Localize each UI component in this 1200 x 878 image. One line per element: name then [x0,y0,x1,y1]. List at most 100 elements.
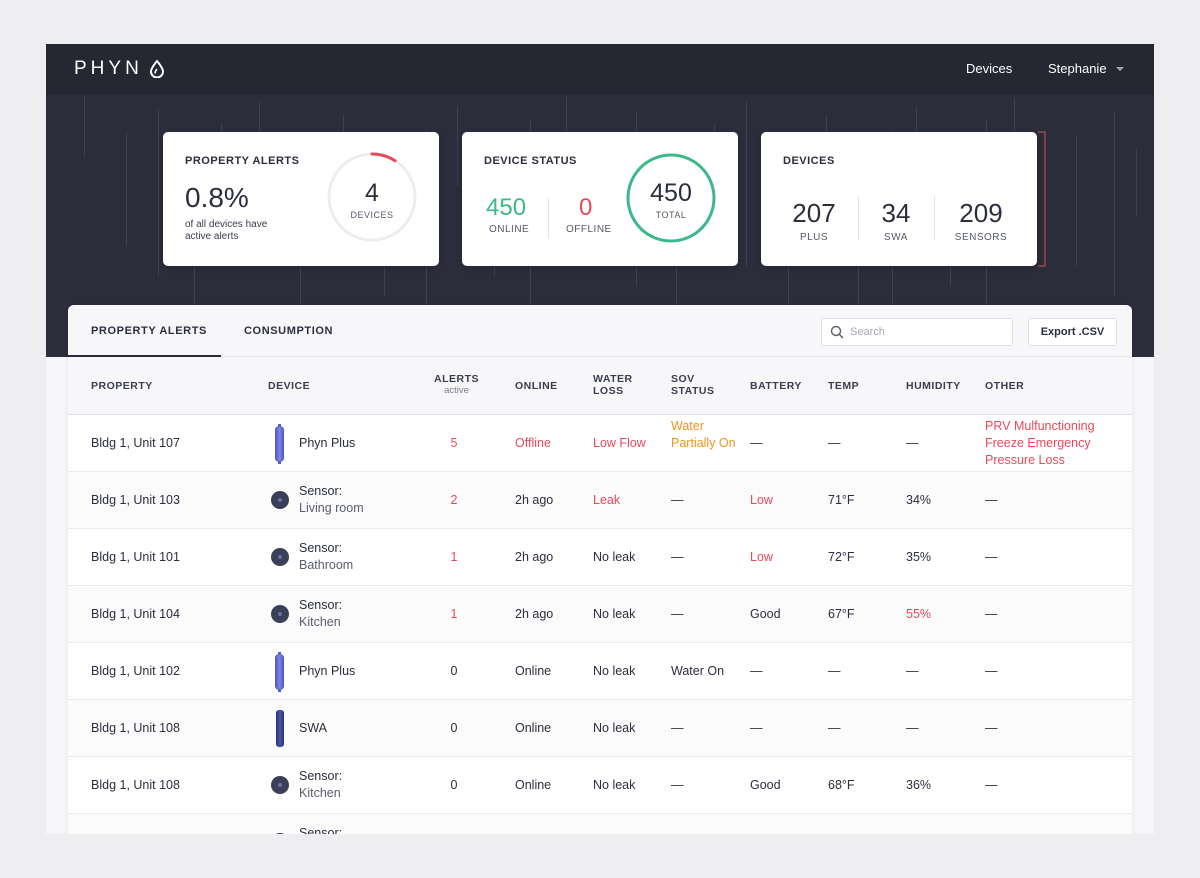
cell-alerts: 5 [450,436,458,450]
cell-alerts: 0 [450,664,458,678]
devices-card[interactable]: DEVICES 207 PLUS 34 SWA 209 SENSORS [761,132,1037,266]
table-row[interactable]: Sensor: [68,814,1132,834]
col-water-loss[interactable]: WATER LOSS [593,373,633,397]
table-row[interactable]: Bldg 1, Unit 101 1 2h ago No leak — Low 72°F 35… [68,529,1132,586]
cell-temp: 71°F [828,493,855,507]
device-name: Phyn Plus [299,664,356,678]
cell-device: Phyn Plus [299,435,355,452]
cell-online: Online [515,721,552,735]
device-location: Living room [299,501,364,515]
table-row[interactable]: Bldg 1, Unit 107 5 Offline Low Flow Water Pa… [68,415,1132,472]
device-status-card[interactable]: DEVICE STATUS 450 ONLINE 0 OFFLINE 450 T… [462,132,738,266]
cell-alerts: 0 [450,721,458,735]
background-line [457,106,458,186]
cell-water-loss: No leak [593,550,636,564]
cell-sov: — [671,778,684,792]
cell-online: 2h ago [515,550,554,564]
active-tab-indicator [68,355,221,357]
device-name: Sensor: [299,484,343,498]
device-name: Sensor: [299,541,343,555]
user-menu[interactable]: Stephanie [1048,61,1124,76]
export-csv-button[interactable]: Export .CSV [1028,318,1117,346]
background-line [126,133,127,246]
cell-device: Sensor: Kitchen [299,768,342,802]
cell-battery: — [750,664,763,678]
col-device[interactable]: DEVICE [268,380,311,392]
col-property[interactable]: PROPERTY [91,380,153,392]
cell-sov: Water On [671,664,725,678]
alert-device-label: DEVICES [350,210,394,220]
tab-bar: PROPERTY ALERTS CONSUMPTION Export .CSV [68,305,1132,357]
cell-temp: — [828,436,841,450]
cell-humidity: 36% [906,778,932,792]
device-name: Sensor: [299,826,343,834]
cell-temp: 68°F [828,778,855,792]
cell-water-loss: No leak [593,664,636,678]
phyn-logo[interactable]: PHYN [74,58,165,80]
cell-sov: — [671,607,684,621]
col-other[interactable]: OTHER [985,380,1025,392]
col-sov-status[interactable]: SOV STATUS [671,373,715,397]
divider [858,196,859,240]
cell-temp: 72°F [828,550,855,564]
cell-humidity: — [906,436,919,450]
sensor-icon [271,491,289,509]
table-row[interactable]: Bldg 1, Unit 103 2 2h ago Leak — Low 71°F 34% — S… [68,472,1132,529]
cell-sov: — [671,550,684,564]
card-title: PROPERTY ALERTS [185,155,300,167]
cell-property: Bldg 1, Unit 101 [91,550,180,564]
cell-online: 2h ago [515,493,554,507]
table-row[interactable]: Bldg 1, Unit 108 0 Online No leak — — — — — SWA [68,700,1132,757]
device-name: Sensor: [299,598,343,612]
offline-count: 0 [579,194,593,221]
cell-alerts: 2 [450,493,458,507]
background-line [1114,112,1115,296]
table-row[interactable]: Bldg 1, Unit 102 0 Online No leak Water On — —… [68,643,1132,700]
plus-label: PLUS [799,232,829,243]
col-battery[interactable]: BATTERY [750,380,802,392]
cell-device: Sensor: Bathroom [299,540,353,574]
device-location: Bathroom [299,558,354,572]
nav-devices-link[interactable]: Devices [966,61,1013,76]
tab-property-alerts[interactable]: PROPERTY ALERTS [91,325,207,337]
cell-property: Bldg 1, Unit 108 [91,721,180,735]
cell-water-loss: No leak [593,778,636,792]
col-humidity[interactable]: HUMIDITY [906,380,961,392]
cell-humidity: — [906,664,919,678]
alert-device-count: 4 [365,179,379,207]
cell-sov: — [671,493,684,507]
cell-device: SWA [299,720,327,737]
cell-temp: 67°F [828,607,855,621]
background-line [84,96,85,156]
cell-other: — [985,778,998,792]
col-alerts-sub: active [444,385,469,396]
tab-consumption[interactable]: CONSUMPTION [244,325,334,337]
col-online[interactable]: ONLINE [515,380,558,392]
cell-humidity: — [906,721,919,735]
phyn-plus-icon [275,652,284,692]
table-row[interactable]: Bldg 1, Unit 104 1 2h ago No leak — Good 67°F 5… [68,586,1132,643]
total-count: 450 [650,179,692,207]
device-location: Kitchen [299,786,341,800]
table-row[interactable]: Bldg 1, Unit 108 0 Online No leak — Good 68°F 3… [68,757,1132,814]
alert-description: of all devices have active alerts [185,219,268,242]
col-temp[interactable]: TEMP [828,380,860,392]
search-input[interactable] [850,323,1005,341]
cell-alerts: 1 [450,550,458,564]
cell-online: Offline [515,436,551,450]
cell-battery: Good [750,778,781,792]
cell-battery: — [750,721,763,735]
app-frame: PHYN Devices Stephanie PROPERTY ALERTS 0… [46,44,1154,834]
property-alerts-card[interactable]: PROPERTY ALERTS 0.8% of all devices have… [163,132,439,266]
card-title: DEVICES [783,155,835,167]
cell-battery: Good [750,607,781,621]
total-label: TOTAL [655,210,687,220]
plus-count: 207 [792,198,836,228]
bracket-decoration [1038,131,1046,267]
search-box[interactable] [821,318,1013,346]
divider [548,198,549,238]
water-drop-icon [149,60,164,78]
table-header: PROPERTY DEVICE ALERTS active ONLINE WAT… [68,357,1132,415]
col-alerts[interactable]: ALERTS active [434,373,479,397]
sensor-icon [271,548,289,566]
